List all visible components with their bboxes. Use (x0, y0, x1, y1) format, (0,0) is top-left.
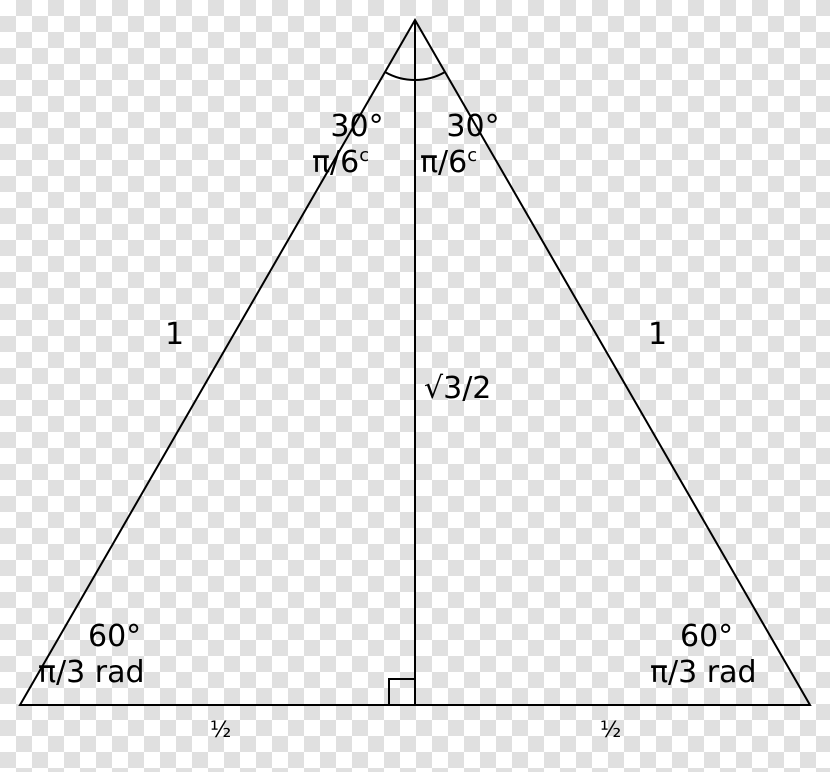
apex-right-rad: π/6c (420, 146, 477, 181)
apex-right-deg: 30° (418, 110, 528, 145)
side-left-label: 1 (165, 318, 184, 353)
apex-left-deg: 30° (302, 110, 412, 145)
right-angle-marker (389, 679, 415, 705)
base-right-rad: π/3 rad (650, 656, 757, 691)
side-right-label: 1 (648, 318, 667, 353)
altitude-label: √3/2 (424, 372, 491, 407)
base-right-deg: 60° (680, 620, 733, 655)
base-half-right: ½ (600, 718, 621, 743)
base-left-deg: 60° (88, 620, 141, 655)
apex-left-rad: π/6c (312, 146, 369, 181)
base-left-rad: π/3 rad (38, 656, 145, 691)
base-half-left: ½ (210, 718, 231, 743)
